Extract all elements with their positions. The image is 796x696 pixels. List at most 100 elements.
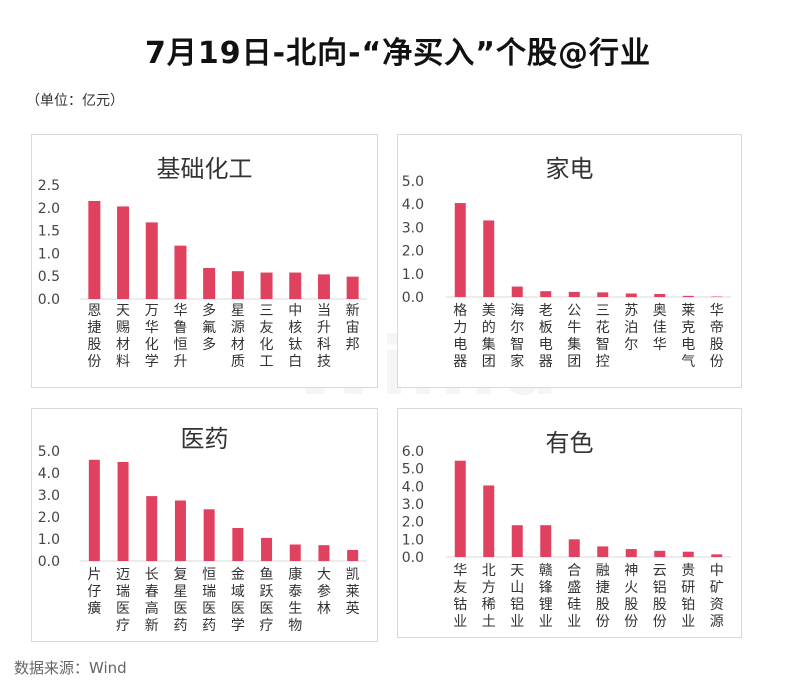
bar [289,544,301,561]
chart-panel-chemicals: 基础化工 0.0 0.5 1.0 1.5 2.0 2.5 恩捷股份 天赐材料 万华化学 华鲁恒升 多氟… [31,134,378,388]
y-tick-label: 3.0 [38,488,60,504]
y-tick-label: 4.0 [38,466,60,482]
x-category-label: 新宙邦 [346,303,360,353]
x-category-label: 格力电器 [453,303,467,370]
y-tick-label: 0.0 [38,554,60,570]
y-tick-label: 6.0 [402,444,424,460]
x-category-label: 片仔癀 [87,567,101,617]
bar [289,272,302,299]
unit-label: （单位：亿元） [26,93,124,109]
y-tick-label: 2.0 [38,510,60,526]
y-tick-label: 1.0 [38,246,60,262]
bar [346,276,359,299]
y-tick-label: 0.5 [38,269,60,285]
bar [568,539,580,557]
bar [454,460,466,557]
x-category-label: 苏泊尔 [624,303,638,353]
x-category-label: 赣锋锂业 [539,563,553,630]
x-category-label: 三花智控 [596,303,610,370]
x-category-label: 鱼跃医疗 [260,566,274,634]
x-category-label: 华帝股份 [710,303,724,370]
bar [568,291,580,297]
x-category-label: 海尔智家 [510,303,524,370]
bar [231,271,244,299]
bar [145,222,158,299]
page-title: 7月19日-北向-“净买入”个股@行业 [145,36,651,71]
y-tick-label: 2.0 [402,515,424,531]
x-category-label: 万华化学 [145,303,159,370]
x-category-label: 康泰生物 [288,566,302,634]
y-tick-label: 5.0 [402,174,424,190]
bar [597,292,609,297]
bar [117,206,130,299]
x-category-label: 三友化工 [260,303,274,370]
x-category-label: 多氟多 [202,302,216,353]
bar [625,293,637,297]
y-tick-label: 0.0 [402,550,424,566]
bar [511,286,523,297]
x-category-label: 华鲁恒升 [173,303,187,370]
y-tick-label: 2.0 [402,244,424,260]
bar [318,545,330,561]
x-category-label: 大参林 [317,567,331,617]
bar [540,525,552,557]
bar [261,537,273,561]
x-category-label: 迈瑞医疗 [116,567,130,634]
bar [654,293,666,297]
x-category-label: 融捷股份 [596,563,610,630]
bar [174,245,187,299]
chart-panel-appliances: 家电 0.0 1.0 2.0 3.0 4.0 5.0 格力电器 美的集团 海尔智家 老板电器 公牛集团… [397,134,742,388]
x-category-label: 中核钛白 [288,303,302,370]
bar [682,551,694,557]
bar [711,296,723,298]
chart-title: 家电 [546,155,594,183]
bar [232,528,244,561]
y-tick-label: 4.0 [402,479,424,495]
bar [654,550,666,557]
chart-title: 医药 [181,425,229,453]
x-category-label: 凯莱英 [346,567,360,617]
x-category-label: 奥佳华 [653,302,667,353]
x-category-label: 中矿资源 [710,563,724,630]
y-tick-label: 2.5 [38,178,60,194]
bar [347,550,359,561]
bar [146,496,158,561]
x-category-label: 天赐材料 [116,303,130,370]
y-tick-label: 1.0 [38,532,60,548]
x-category-label: 北方稀土 [482,563,496,630]
bar [682,295,694,297]
x-category-label: 合盛硅业 [567,563,581,630]
chart-title: 有色 [546,429,594,457]
y-tick-label: 3.0 [402,497,424,513]
x-category-label: 莱克电气 [681,303,695,370]
y-tick-label: 1.0 [402,532,424,548]
y-tick-label: 3.0 [402,220,424,236]
bar [88,459,100,561]
x-category-label: 神火股份 [624,563,638,630]
bar [540,291,552,297]
bar [625,549,637,557]
x-category-label: 复星医药 [173,566,187,634]
x-category-label: 当升科技 [317,303,331,370]
bar [203,509,215,561]
x-category-label: 恩捷股份 [87,303,101,370]
x-category-label: 恒瑞医药 [202,567,216,634]
x-category-label: 金域医学 [231,567,245,634]
x-category-label: 长春高新 [145,567,159,634]
y-tick-label: 1.5 [38,224,60,240]
x-category-label: 老板电器 [539,303,553,370]
source-note: 数据来源：Wind [14,659,127,677]
x-category-label: 星源材质 [231,303,245,370]
bar [511,525,523,557]
bar [88,200,101,299]
bar [174,500,186,561]
x-category-label: 华友钴业 [453,563,467,630]
bar [483,220,495,297]
x-category-label: 贵研铂业 [681,563,695,630]
bar [260,272,273,299]
bar [117,462,129,561]
